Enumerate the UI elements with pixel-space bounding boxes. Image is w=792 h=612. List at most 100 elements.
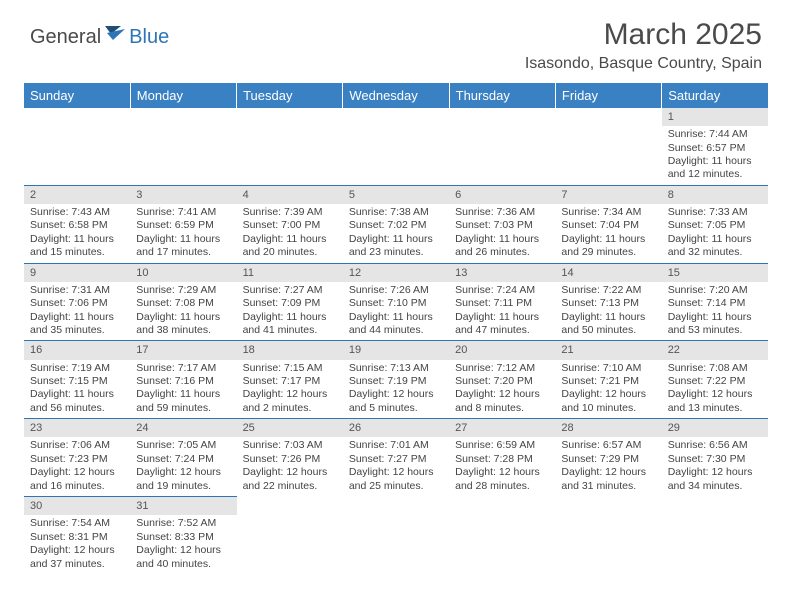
calendar-day-cell: 24Sunrise: 7:05 AMSunset: 7:24 PMDayligh… <box>130 419 236 497</box>
day-number: 7 <box>555 186 661 204</box>
sunrise-line: Sunrise: 7:22 AM <box>561 284 655 297</box>
day-content: Sunrise: 7:34 AMSunset: 7:04 PMDaylight:… <box>555 204 661 263</box>
sunrise-line: Sunrise: 6:59 AM <box>455 439 549 452</box>
title-block: March 2025 Isasondo, Basque Country, Spa… <box>525 18 762 73</box>
day-content: Sunrise: 7:12 AMSunset: 7:20 PMDaylight:… <box>449 360 555 419</box>
daylight-line: Daylight: 12 hours and 19 minutes. <box>136 466 230 493</box>
calendar-day-cell: 13Sunrise: 7:24 AMSunset: 7:11 PMDayligh… <box>449 263 555 341</box>
calendar-day-cell: 22Sunrise: 7:08 AMSunset: 7:22 PMDayligh… <box>662 341 768 419</box>
day-number: 26 <box>343 419 449 437</box>
daylight-line: Daylight: 11 hours and 12 minutes. <box>668 155 762 182</box>
sunrise-line: Sunrise: 6:56 AM <box>668 439 762 452</box>
day-number: 16 <box>24 341 130 359</box>
sunset-line: Sunset: 7:10 PM <box>349 297 443 310</box>
sunset-line: Sunset: 7:21 PM <box>561 375 655 388</box>
day-content: Sunrise: 7:19 AMSunset: 7:15 PMDaylight:… <box>24 360 130 419</box>
sunset-line: Sunset: 7:19 PM <box>349 375 443 388</box>
sunrise-line: Sunrise: 7:17 AM <box>136 362 230 375</box>
day-content: Sunrise: 7:06 AMSunset: 7:23 PMDaylight:… <box>24 437 130 496</box>
calendar-day-cell: 28Sunrise: 6:57 AMSunset: 7:29 PMDayligh… <box>555 419 661 497</box>
sunset-line: Sunset: 7:22 PM <box>668 375 762 388</box>
sunrise-line: Sunrise: 7:01 AM <box>349 439 443 452</box>
sunset-line: Sunset: 6:58 PM <box>30 219 124 232</box>
sunrise-line: Sunrise: 7:41 AM <box>136 206 230 219</box>
daylight-line: Daylight: 11 hours and 38 minutes. <box>136 311 230 338</box>
calendar-day-cell <box>237 108 343 185</box>
day-content: Sunrise: 7:10 AMSunset: 7:21 PMDaylight:… <box>555 360 661 419</box>
calendar-day-cell <box>343 108 449 185</box>
sunset-line: Sunset: 7:06 PM <box>30 297 124 310</box>
sunrise-line: Sunrise: 7:54 AM <box>30 517 124 530</box>
calendar-week-row: 2Sunrise: 7:43 AMSunset: 6:58 PMDaylight… <box>24 185 768 263</box>
day-number: 19 <box>343 341 449 359</box>
weekday-header: Saturday <box>662 83 768 108</box>
day-number: 29 <box>662 419 768 437</box>
daylight-line: Daylight: 12 hours and 25 minutes. <box>349 466 443 493</box>
day-number: 21 <box>555 341 661 359</box>
page-header: General Blue March 2025 Isasondo, Basque… <box>0 0 792 77</box>
day-content: Sunrise: 7:26 AMSunset: 7:10 PMDaylight:… <box>343 282 449 341</box>
weekday-header: Friday <box>555 83 661 108</box>
sunset-line: Sunset: 8:31 PM <box>30 531 124 544</box>
daylight-line: Daylight: 12 hours and 28 minutes. <box>455 466 549 493</box>
sunset-line: Sunset: 7:23 PM <box>30 453 124 466</box>
daylight-line: Daylight: 11 hours and 26 minutes. <box>455 233 549 260</box>
daylight-line: Daylight: 11 hours and 44 minutes. <box>349 311 443 338</box>
calendar-day-cell: 11Sunrise: 7:27 AMSunset: 7:09 PMDayligh… <box>237 263 343 341</box>
daylight-line: Daylight: 11 hours and 59 minutes. <box>136 388 230 415</box>
weekday-header: Tuesday <box>237 83 343 108</box>
day-number: 3 <box>130 186 236 204</box>
sunset-line: Sunset: 7:05 PM <box>668 219 762 232</box>
day-content: Sunrise: 7:33 AMSunset: 7:05 PMDaylight:… <box>662 204 768 263</box>
sunrise-line: Sunrise: 7:43 AM <box>30 206 124 219</box>
daylight-line: Daylight: 11 hours and 56 minutes. <box>30 388 124 415</box>
day-number: 31 <box>130 497 236 515</box>
sunset-line: Sunset: 6:57 PM <box>668 142 762 155</box>
daylight-line: Daylight: 12 hours and 16 minutes. <box>30 466 124 493</box>
sunset-line: Sunset: 7:13 PM <box>561 297 655 310</box>
sunrise-line: Sunrise: 7:52 AM <box>136 517 230 530</box>
daylight-line: Daylight: 12 hours and 8 minutes. <box>455 388 549 415</box>
calendar-day-cell: 16Sunrise: 7:19 AMSunset: 7:15 PMDayligh… <box>24 341 130 419</box>
calendar-day-cell: 15Sunrise: 7:20 AMSunset: 7:14 PMDayligh… <box>662 263 768 341</box>
day-content: Sunrise: 7:31 AMSunset: 7:06 PMDaylight:… <box>24 282 130 341</box>
day-number: 17 <box>130 341 236 359</box>
day-number: 11 <box>237 264 343 282</box>
calendar-day-cell: 18Sunrise: 7:15 AMSunset: 7:17 PMDayligh… <box>237 341 343 419</box>
sunrise-line: Sunrise: 7:26 AM <box>349 284 443 297</box>
calendar-day-cell: 29Sunrise: 6:56 AMSunset: 7:30 PMDayligh… <box>662 419 768 497</box>
calendar-day-cell: 30Sunrise: 7:54 AMSunset: 8:31 PMDayligh… <box>24 497 130 574</box>
calendar-day-cell: 23Sunrise: 7:06 AMSunset: 7:23 PMDayligh… <box>24 419 130 497</box>
calendar-day-cell <box>555 497 661 574</box>
calendar-day-cell: 14Sunrise: 7:22 AMSunset: 7:13 PMDayligh… <box>555 263 661 341</box>
sunrise-line: Sunrise: 7:08 AM <box>668 362 762 375</box>
sunset-line: Sunset: 7:11 PM <box>455 297 549 310</box>
daylight-line: Daylight: 11 hours and 35 minutes. <box>30 311 124 338</box>
sunrise-line: Sunrise: 7:31 AM <box>30 284 124 297</box>
sunrise-line: Sunrise: 7:36 AM <box>455 206 549 219</box>
sunrise-line: Sunrise: 7:05 AM <box>136 439 230 452</box>
weekday-header: Wednesday <box>343 83 449 108</box>
sunset-line: Sunset: 7:02 PM <box>349 219 443 232</box>
brand-part1: General <box>30 26 101 49</box>
daylight-line: Daylight: 12 hours and 5 minutes. <box>349 388 443 415</box>
calendar-day-cell: 6Sunrise: 7:36 AMSunset: 7:03 PMDaylight… <box>449 185 555 263</box>
daylight-line: Daylight: 12 hours and 37 minutes. <box>30 544 124 571</box>
sunrise-line: Sunrise: 7:10 AM <box>561 362 655 375</box>
day-content: Sunrise: 7:54 AMSunset: 8:31 PMDaylight:… <box>24 515 130 574</box>
day-content: Sunrise: 7:20 AMSunset: 7:14 PMDaylight:… <box>662 282 768 341</box>
calendar-day-cell: 2Sunrise: 7:43 AMSunset: 6:58 PMDaylight… <box>24 185 130 263</box>
daylight-line: Daylight: 11 hours and 29 minutes. <box>561 233 655 260</box>
day-number: 23 <box>24 419 130 437</box>
calendar-day-cell: 1Sunrise: 7:44 AMSunset: 6:57 PMDaylight… <box>662 108 768 185</box>
day-number: 24 <box>130 419 236 437</box>
weekday-header-row: Sunday Monday Tuesday Wednesday Thursday… <box>24 83 768 108</box>
calendar-day-cell <box>449 497 555 574</box>
calendar-day-cell: 9Sunrise: 7:31 AMSunset: 7:06 PMDaylight… <box>24 263 130 341</box>
sunrise-line: Sunrise: 7:06 AM <box>30 439 124 452</box>
daylight-line: Daylight: 11 hours and 53 minutes. <box>668 311 762 338</box>
day-content: Sunrise: 7:22 AMSunset: 7:13 PMDaylight:… <box>555 282 661 341</box>
day-content: Sunrise: 7:44 AMSunset: 6:57 PMDaylight:… <box>662 126 768 185</box>
daylight-line: Daylight: 12 hours and 22 minutes. <box>243 466 337 493</box>
calendar-day-cell: 3Sunrise: 7:41 AMSunset: 6:59 PMDaylight… <box>130 185 236 263</box>
